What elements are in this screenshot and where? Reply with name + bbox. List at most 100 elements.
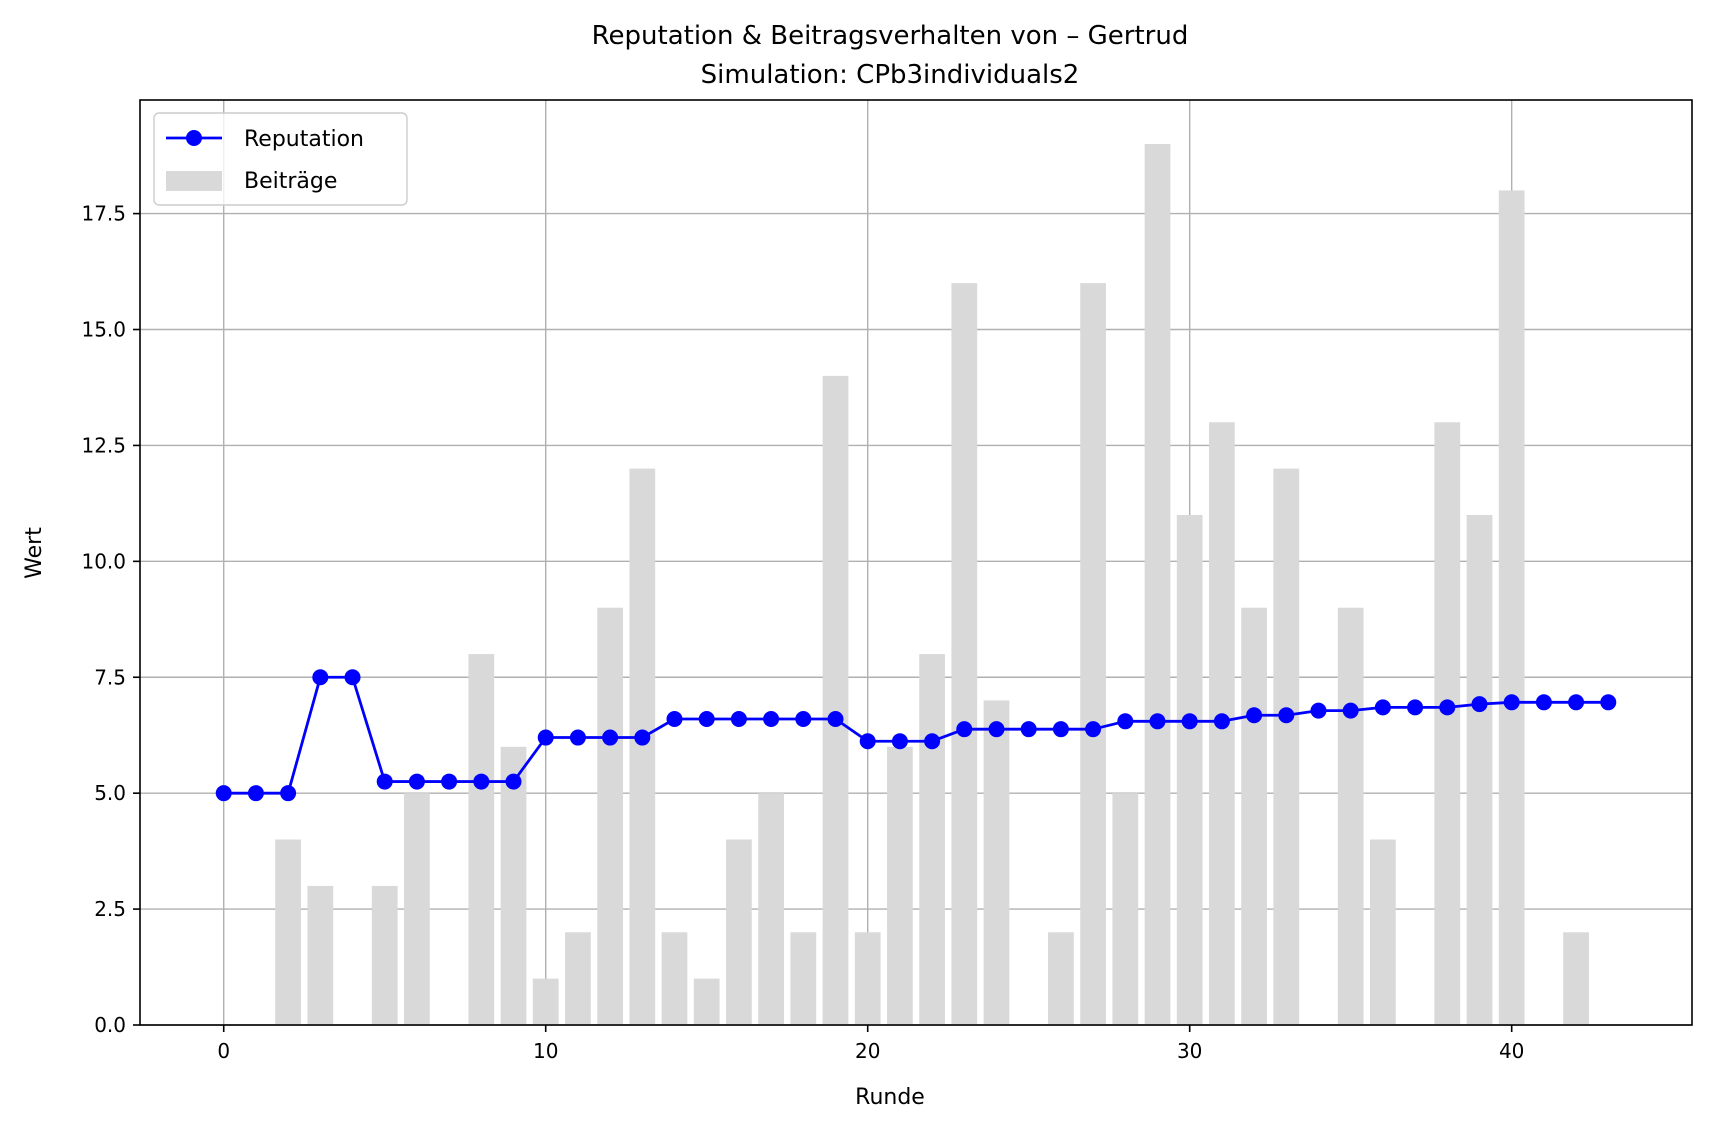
axes: 0 10 20 30 40 0.0 2.5 5.0 7.5 10.0 12.5 15.0 17.5: [81, 99, 1693, 1063]
point: [344, 669, 361, 686]
point: [1117, 713, 1134, 730]
y-tick-label: 2.5: [94, 897, 126, 921]
bar: [693, 978, 720, 1025]
point: [280, 785, 297, 802]
point: [569, 729, 586, 746]
x-axis-label: Runde: [855, 1085, 925, 1110]
point: [1149, 713, 1166, 730]
bar: [629, 468, 656, 1025]
bar: [790, 932, 817, 1025]
bar: [1048, 932, 1074, 1025]
point: [1600, 694, 1617, 711]
bar: [532, 978, 559, 1025]
bar: [404, 793, 430, 1025]
grid: [140, 100, 1692, 1026]
bar: [1241, 607, 1267, 1025]
bar: [275, 839, 301, 1025]
bar: [1563, 932, 1589, 1025]
legend-bar-swatch: [166, 171, 222, 191]
point: [1052, 721, 1069, 738]
point: [666, 710, 683, 727]
point: [537, 729, 554, 746]
point: [505, 773, 522, 790]
bar: [1337, 607, 1364, 1025]
legend-label-beitraege: Beiträge: [244, 169, 337, 194]
point: [1085, 721, 1102, 738]
y-tick-label: 17.5: [81, 202, 126, 226]
y-tick-label: 15.0: [81, 318, 126, 342]
point: [859, 733, 876, 750]
bar: [661, 932, 688, 1025]
chart-title: Reputation & Beitragsverhalten von – Ger…: [592, 21, 1189, 51]
x-tick-label: 30: [1177, 1039, 1202, 1063]
point: [441, 773, 458, 790]
y-tick-label: 12.5: [81, 433, 126, 457]
legend: Reputation Beiträge: [153, 112, 408, 206]
bar: [1498, 190, 1525, 1026]
x-tick-label: 20: [855, 1039, 880, 1063]
point: [1503, 694, 1520, 711]
point: [763, 710, 780, 727]
point: [215, 785, 232, 802]
bar: [919, 654, 945, 1025]
y-tick-label: 10.0: [81, 549, 126, 573]
y-tick-label: 5.0: [94, 781, 126, 805]
point: [698, 710, 715, 727]
legend-label-reputation: Reputation: [244, 127, 364, 152]
plot-frame: [139, 99, 1693, 1026]
bar: [1112, 793, 1139, 1025]
bar: [468, 654, 495, 1025]
point: [827, 710, 844, 727]
point: [1020, 721, 1037, 738]
line-reputation: [215, 669, 1617, 802]
point: [1374, 699, 1391, 716]
point: [602, 729, 619, 746]
point: [1246, 707, 1263, 724]
point: [1471, 696, 1488, 713]
point: [988, 721, 1005, 738]
bar: [822, 375, 849, 1025]
bar: [1144, 144, 1171, 1026]
y-tick-label: 0.0: [94, 1013, 126, 1037]
bar: [758, 793, 784, 1025]
bar: [597, 607, 623, 1025]
y-axis-label: Wert: [22, 527, 47, 579]
point: [891, 733, 908, 750]
bar: [983, 700, 1010, 1025]
point: [1310, 702, 1327, 719]
point: [956, 721, 973, 738]
bar: [1273, 468, 1300, 1025]
point: [1439, 699, 1456, 716]
point: [408, 773, 425, 790]
bar: [951, 283, 978, 1025]
bar: [726, 839, 752, 1025]
bar: [371, 885, 398, 1025]
bars-beitraege: [275, 144, 1589, 1026]
y-tick-label: 7.5: [94, 665, 126, 689]
point: [1407, 699, 1424, 716]
point: [1568, 694, 1585, 711]
bar: [1434, 422, 1461, 1025]
bar: [500, 746, 527, 1025]
bar: [1176, 514, 1203, 1025]
point: [473, 773, 490, 790]
bar: [854, 932, 881, 1025]
point: [1213, 713, 1230, 730]
point: [1181, 713, 1198, 730]
point: [1535, 694, 1552, 711]
bar: [565, 932, 591, 1025]
point: [1342, 702, 1359, 719]
x-tick-label: 40: [1499, 1039, 1524, 1063]
bar: [1466, 514, 1493, 1025]
point: [247, 785, 264, 802]
legend-marker-swatch: [186, 130, 202, 146]
bar: [1370, 839, 1396, 1025]
bar: [307, 885, 334, 1025]
x-tick-label: 10: [533, 1039, 558, 1063]
point: [376, 773, 393, 790]
point: [795, 710, 812, 727]
point: [634, 729, 651, 746]
point: [312, 669, 329, 686]
bar: [1080, 283, 1106, 1025]
